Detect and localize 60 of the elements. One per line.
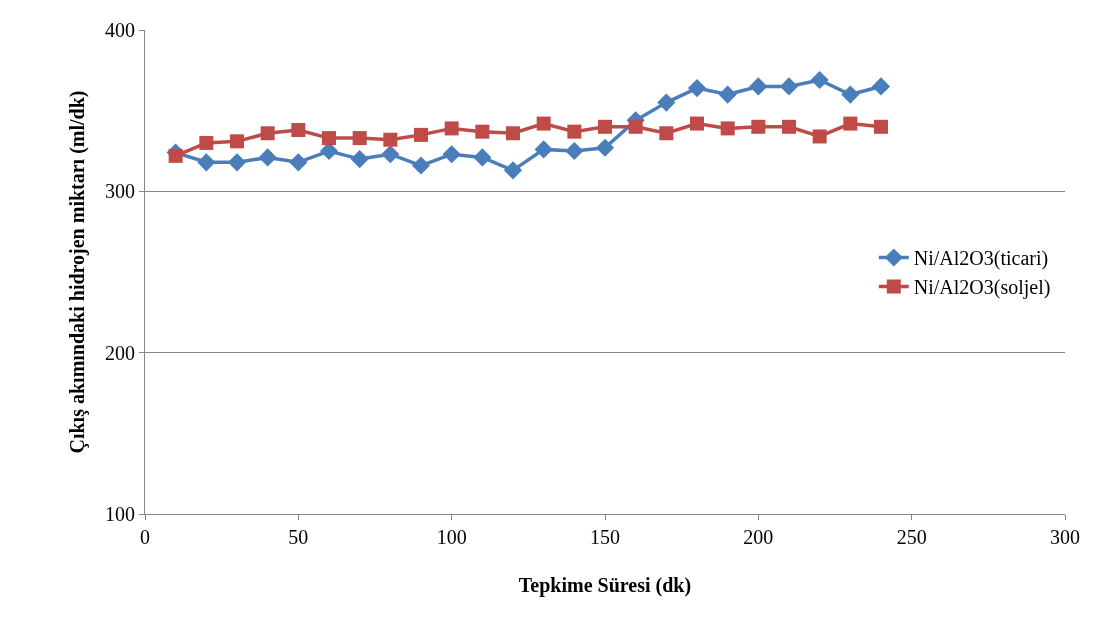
point — [657, 93, 676, 112]
point — [475, 124, 490, 139]
x-tick-label: 100 — [436, 526, 467, 548]
point — [350, 149, 369, 169]
point — [595, 138, 615, 157]
point — [230, 134, 244, 149]
point — [690, 116, 704, 131]
y-axis-title: Çıkış akımındaki hidrojen miktarı (ml/dk) — [65, 90, 89, 454]
point — [168, 148, 183, 163]
point — [810, 70, 829, 90]
point — [227, 153, 247, 172]
point — [628, 119, 643, 134]
point — [473, 148, 492, 167]
point — [843, 116, 858, 131]
x-tick-label: 0 — [140, 526, 150, 548]
point — [598, 119, 612, 134]
legend-label: Ni/Al2O3(soljel) — [913, 276, 1051, 300]
point — [841, 85, 860, 104]
point — [260, 126, 275, 141]
point — [258, 148, 277, 167]
point — [751, 119, 766, 134]
y-tick-label: 100 — [105, 503, 135, 525]
legend-label: Ni/Al2O3(ticari) — [913, 247, 1049, 271]
y-tick-label: 300 — [105, 180, 135, 203]
point — [749, 77, 768, 96]
point — [536, 116, 551, 131]
point — [874, 119, 888, 134]
point — [503, 161, 523, 180]
point — [199, 135, 214, 150]
y-tick-label: 200 — [105, 341, 135, 364]
y-tick-label: 400 — [105, 19, 135, 41]
x-tick-label: 250 — [896, 526, 927, 548]
point — [506, 126, 520, 141]
point — [565, 141, 584, 161]
x-tick-label: 200 — [743, 526, 774, 548]
point — [414, 127, 428, 142]
point — [534, 140, 553, 159]
x-tick-label: 50 — [288, 526, 309, 548]
point — [782, 119, 796, 134]
point — [381, 145, 400, 164]
point — [383, 132, 398, 147]
point — [779, 77, 799, 96]
point — [352, 131, 367, 146]
point — [871, 77, 891, 96]
point — [812, 129, 827, 144]
point — [444, 121, 459, 136]
point — [291, 123, 306, 138]
point — [567, 124, 582, 139]
point — [718, 85, 737, 104]
point — [720, 121, 735, 136]
x-tick-label: 300 — [1050, 526, 1080, 548]
x-tick-label: 150 — [590, 526, 620, 548]
point — [197, 153, 216, 172]
point — [442, 145, 461, 164]
point — [289, 153, 308, 172]
point — [411, 156, 431, 175]
point — [687, 78, 707, 98]
point — [322, 131, 336, 146]
point — [659, 126, 674, 141]
x-axis-title: Tepkime Süresi (dk) — [518, 573, 692, 597]
